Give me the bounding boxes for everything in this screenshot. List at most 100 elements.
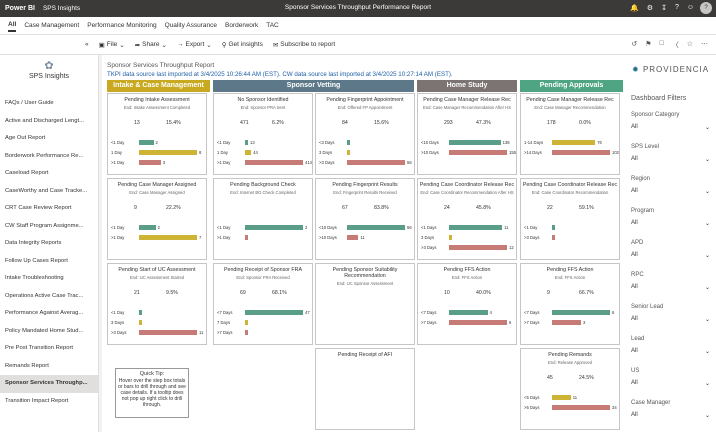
- step-bar[interactable]: [552, 310, 610, 315]
- step-total-count[interactable]: 13: [134, 120, 140, 126]
- step-bar[interactable]: [139, 235, 197, 240]
- download-icon[interactable]: ↧: [661, 5, 667, 12]
- step-bar-row[interactable]: 3 Days: [111, 320, 206, 326]
- sidebar-item[interactable]: Sponsor Services Throughp...: [0, 375, 99, 393]
- step-bar[interactable]: [449, 150, 507, 155]
- step-card[interactable]: Pending Receipt of AFI: [315, 348, 415, 430]
- sidebar-item[interactable]: Remands Report: [5, 362, 49, 369]
- filter-dropdown[interactable]: All: [631, 380, 638, 386]
- gear-icon[interactable]: ⚙: [646, 5, 654, 12]
- sidebar-item[interactable]: Transition Impact Report: [5, 397, 69, 404]
- step-bar[interactable]: [139, 140, 154, 145]
- chevron-down-icon[interactable]: ⌄: [704, 349, 710, 355]
- step-card[interactable]: Pending Case Manager Release Rec End: Cas…: [417, 93, 517, 175]
- filter-dropdown[interactable]: All: [631, 348, 638, 354]
- step-card[interactable]: Pending Intake Assessment End: Intake Ass…: [107, 93, 207, 175]
- step-bar-row[interactable]: <1 Day: [111, 310, 206, 316]
- step-card[interactable]: Pending FFS Action End: FFS Action 10 40.0%…: [417, 263, 517, 345]
- step-on-track-percent[interactable]: 9.5%: [166, 290, 178, 296]
- step-total-count[interactable]: 21: [134, 290, 140, 296]
- step-on-track-percent[interactable]: 45.8%: [476, 205, 491, 211]
- step-bar[interactable]: [449, 310, 488, 315]
- step-bar[interactable]: [245, 320, 248, 325]
- step-bar[interactable]: [245, 225, 303, 230]
- tab-all[interactable]: All: [8, 19, 17, 32]
- step-bar-row[interactable]: <7 Days 6: [524, 310, 619, 316]
- step-bar[interactable]: [139, 330, 197, 335]
- step-bar[interactable]: [552, 235, 555, 240]
- sidebar-item[interactable]: Pre Post Transition Report: [5, 345, 73, 351]
- more-icon[interactable]: ⋯: [701, 41, 708, 48]
- step-bar-row[interactable]: <5 Days 11: [524, 395, 619, 401]
- chevron-down-icon[interactable]: ⌄: [704, 221, 710, 227]
- step-bar[interactable]: [245, 150, 252, 155]
- step-bar[interactable]: [139, 225, 156, 230]
- tab-case-management[interactable]: Case Management: [24, 22, 80, 29]
- step-bar[interactable]: [347, 225, 405, 230]
- step-card[interactable]: Pending Case Manager Release Rec End: Cas…: [520, 93, 620, 175]
- step-card[interactable]: Pending Receipt of Sponsor FRA End: Spons…: [213, 263, 313, 345]
- step-bar[interactable]: [245, 330, 248, 335]
- filter-dropdown[interactable]: All: [631, 188, 638, 194]
- step-bar-row[interactable]: >14 Days 102: [524, 150, 619, 156]
- step-card[interactable]: Pending FFS Action End: FFS Action 9 66.7% <…: [520, 263, 620, 345]
- step-on-track-percent[interactable]: 24.5%: [579, 375, 594, 381]
- step-bar-row[interactable]: >1 Day 3: [111, 160, 206, 166]
- step-card[interactable]: No Sponsor Identified End: Sponsor PRA Se…: [213, 93, 313, 175]
- sidebar-item[interactable]: Intake Troubleshooting: [5, 275, 64, 281]
- subscribe-button[interactable]: ✉ Subscribe to report: [273, 41, 335, 49]
- step-bar[interactable]: [552, 150, 610, 155]
- step-bar-row[interactable]: <3 Days: [319, 140, 414, 146]
- step-bar-row[interactable]: <1 Day 2: [111, 140, 206, 146]
- sidebar-item[interactable]: Active and Discharged Lengt...: [5, 117, 84, 124]
- step-bar[interactable]: [552, 395, 571, 400]
- step-bar-row[interactable]: <1 Day: [524, 225, 619, 231]
- sidebar-item[interactable]: Data Integrity Reports: [5, 240, 62, 246]
- sidebar-item[interactable]: Age Out Report: [5, 135, 46, 141]
- step-on-track-percent[interactable]: 59.1%: [579, 205, 594, 211]
- step-bar[interactable]: [245, 235, 248, 240]
- help-icon[interactable]: ?: [674, 4, 679, 11]
- step-on-track-percent[interactable]: 68.1%: [272, 290, 287, 296]
- tab-borderwork[interactable]: Borderwork: [225, 22, 259, 29]
- step-bar-row[interactable]: >1 Day 414: [217, 160, 312, 166]
- sidebar-item[interactable]: CaseWorthy and Case Tracke...: [5, 187, 88, 194]
- filter-dropdown[interactable]: All: [631, 316, 638, 322]
- step-on-track-percent[interactable]: 22.2%: [166, 205, 181, 211]
- step-bar[interactable]: [245, 160, 303, 165]
- step-card[interactable]: Pending Fingerprint Results End: Fingerpr…: [315, 178, 415, 260]
- step-bar[interactable]: [449, 320, 507, 325]
- step-bar[interactable]: [552, 320, 581, 325]
- step-bar-row[interactable]: <1 Day 13: [217, 140, 312, 146]
- reset-icon[interactable]: ↺: [631, 41, 638, 48]
- step-bar-row[interactable]: 1 Day 44: [217, 150, 312, 156]
- step-total-count[interactable]: 45: [547, 375, 553, 381]
- export-menu[interactable]: → Export ⌄: [177, 41, 212, 49]
- step-bar-row[interactable]: >3 Days 11: [111, 330, 206, 336]
- step-bar-row[interactable]: <10 Days 138: [421, 140, 516, 146]
- filter-dropdown[interactable]: All: [631, 252, 638, 258]
- step-bar-row[interactable]: >3 Days 56: [319, 160, 414, 166]
- step-bar[interactable]: [449, 225, 503, 230]
- collapse-pane-icon[interactable]: «: [85, 41, 89, 48]
- step-bar[interactable]: [139, 150, 197, 155]
- step-bar[interactable]: [347, 160, 405, 165]
- step-bar-row[interactable]: 3 Days: [421, 235, 516, 241]
- step-bar-row[interactable]: 3 Days: [319, 150, 414, 156]
- step-bar-row[interactable]: <7 Days 47: [217, 310, 312, 316]
- step-bar[interactable]: [449, 140, 501, 145]
- chevron-down-icon[interactable]: ⌄: [704, 125, 710, 131]
- step-on-track-percent[interactable]: 40.0%: [476, 290, 491, 296]
- step-total-count[interactable]: 293: [444, 120, 453, 126]
- get-insights-button[interactable]: ⚲ Get insights: [222, 41, 263, 49]
- filter-dropdown[interactable]: All: [631, 412, 638, 418]
- step-card[interactable]: Pending Sponsor Suitability Recommendati…: [315, 263, 415, 345]
- step-card[interactable]: Pending Case Manager Assigned End: Case M…: [107, 178, 207, 260]
- step-bar[interactable]: [449, 245, 507, 250]
- step-bar[interactable]: [552, 405, 610, 410]
- step-bar-row[interactable]: >5 Days 34: [524, 405, 619, 411]
- chevron-down-icon[interactable]: ⌄: [704, 413, 710, 419]
- step-card[interactable]: Pending Start of UC Assessment End: UC As…: [107, 263, 207, 345]
- step-bar-row[interactable]: <1 Day 2: [217, 225, 312, 231]
- workspace-name[interactable]: SPS Insights: [42, 5, 81, 12]
